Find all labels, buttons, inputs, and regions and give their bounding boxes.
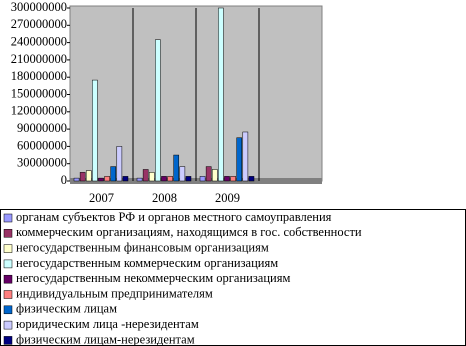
bar — [167, 176, 173, 182]
bar — [161, 176, 167, 182]
x-tick-label: 2007 — [89, 191, 114, 205]
bar — [104, 176, 110, 182]
bar — [230, 176, 236, 182]
legend-swatch — [3, 274, 13, 284]
bar — [92, 79, 98, 182]
bar — [248, 176, 255, 182]
bar — [122, 176, 129, 182]
legend-label: негосударственным коммерческим организац… — [16, 256, 278, 270]
bar — [155, 39, 161, 182]
bar — [179, 166, 186, 182]
bar — [85, 170, 92, 182]
bar — [185, 176, 192, 182]
bar — [116, 146, 123, 182]
bar — [110, 166, 117, 182]
legend-label: негосударственным некоммерческим организ… — [16, 271, 290, 285]
legend-label: коммерческим организациям, находящимся в… — [16, 225, 362, 239]
bar — [148, 172, 155, 182]
legend-swatch — [3, 259, 13, 269]
y-tick-label: 210000000 — [11, 52, 67, 66]
y-tick-label: 150000000 — [11, 86, 67, 100]
bar — [236, 137, 243, 182]
legend-swatch — [3, 336, 13, 345]
bar — [211, 169, 218, 182]
bar — [142, 169, 149, 182]
legend-swatch — [3, 213, 13, 223]
x-tick-label: 2008 — [152, 191, 177, 205]
legend-label: органам субъектов РФ и органов местного … — [16, 210, 332, 224]
legend-label: негосударственным финансовым организация… — [16, 240, 269, 254]
bar — [79, 172, 86, 182]
y-tick-label: 300000000 — [11, 0, 67, 14]
bar — [199, 176, 206, 182]
legend-label: физическим лицам-нерезидентам — [16, 332, 195, 346]
y-tick-label: 30000000 — [17, 156, 67, 170]
bar — [173, 154, 180, 182]
legend-label: физическим лицам — [16, 302, 117, 316]
y-tick-label: 60000000 — [17, 138, 67, 152]
bar — [98, 177, 104, 182]
legend — [0, 209, 466, 346]
legend-swatch — [3, 305, 13, 315]
y-tick-label: 180000000 — [11, 69, 67, 83]
bar — [136, 177, 143, 182]
bar — [242, 131, 249, 182]
legend-swatch — [3, 290, 13, 299]
y-tick-label: 0 — [61, 173, 67, 187]
legend-swatch — [3, 320, 13, 330]
legend-label: юридическим лица -нерезидентам — [16, 317, 199, 331]
legend-label: индивидуальным предпринимателям — [16, 286, 213, 300]
y-tick-label: 240000000 — [11, 34, 67, 48]
legend-swatch — [3, 244, 13, 253]
y-tick-label: 270000000 — [11, 17, 67, 31]
bar — [224, 176, 230, 182]
legend-swatch — [3, 229, 13, 238]
bar — [218, 7, 224, 182]
y-tick-label: 120000000 — [11, 104, 67, 118]
x-tick-label: 2009 — [215, 191, 240, 205]
bar — [205, 166, 212, 182]
bar — [73, 177, 80, 182]
y-tick-label: 90000000 — [17, 121, 67, 135]
